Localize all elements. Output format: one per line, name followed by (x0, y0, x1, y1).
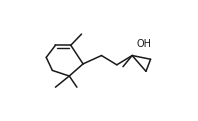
Text: OH: OH (137, 39, 152, 49)
